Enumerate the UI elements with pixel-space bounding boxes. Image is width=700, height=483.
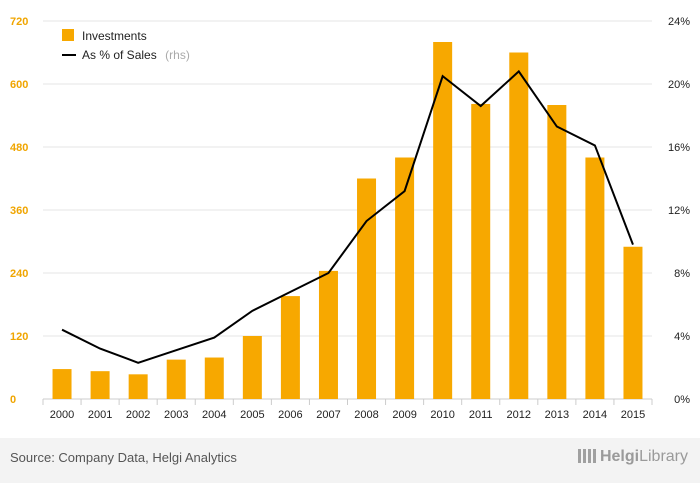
x-tick-label: 2003: [164, 409, 188, 421]
x-tick-label: 2006: [278, 409, 302, 421]
y-axis-right: 0% 4% 8% 12% 16% 20% 24%: [668, 16, 690, 406]
x-tick-label: 2008: [354, 409, 378, 421]
y-left-tick-label: 480: [10, 142, 28, 154]
bar-2013: [547, 105, 567, 399]
legend-label-pct-sales: As % of Sales (rhs): [82, 46, 190, 63]
bar-2004: [204, 357, 224, 399]
y-right-tick-label: 16%: [668, 142, 690, 154]
y-left-tick-label: 120: [10, 331, 28, 343]
y-left-tick-label: 720: [10, 16, 28, 28]
bar-2002: [128, 374, 148, 399]
legend: Investments As % of Sales (rhs): [62, 29, 190, 63]
x-tick-label: 2000: [50, 409, 74, 421]
x-axis: 2000 2001 2002 2003 2004 2005 2006 2007 2008 2009…: [42, 399, 653, 421]
x-tick-label: 2015: [621, 409, 645, 421]
y-right-tick-label: 0%: [674, 394, 690, 406]
bar-2003: [166, 359, 186, 399]
helgi-library-logo[interactable]: HelgiLibrary: [577, 448, 688, 466]
x-tick-label: 2010: [430, 409, 454, 421]
x-tick-label: 2012: [507, 409, 531, 421]
bar-2008: [357, 178, 377, 399]
bar-2006: [280, 296, 300, 399]
logo-main: Helgi: [599, 448, 640, 465]
x-tick-label: 2001: [88, 409, 112, 421]
bar-2000: [52, 369, 72, 399]
line-series-as-pct-of-sales: [61, 69, 634, 364]
bar-2007: [318, 270, 338, 399]
source-note: Source: Company Data, Helgi Analytics: [10, 450, 237, 465]
logo-bars-icon: [577, 449, 596, 463]
footer: Source: Company Data, Helgi Analytics He…: [0, 438, 700, 483]
bar-2012: [509, 52, 529, 399]
bar-2015: [623, 246, 643, 399]
bar-series: [52, 42, 643, 399]
bar-2011: [471, 103, 491, 399]
y-right-tick-label: 4%: [674, 331, 690, 343]
y-axis-left: 0 120 240 360 480 600 720: [10, 16, 28, 406]
y-left-tick-label: 240: [10, 268, 28, 280]
x-tick-label: 2005: [240, 409, 264, 421]
y-right-tick-label: 12%: [668, 205, 690, 217]
x-tick-label: 2007: [316, 409, 340, 421]
grid-lines: [43, 20, 652, 400]
logo-sub: Library: [639, 448, 688, 465]
x-tick-label: 2009: [392, 409, 416, 421]
x-tick-label: 2011: [469, 409, 493, 421]
y-left-tick-label: 600: [10, 79, 28, 91]
bar-2014: [585, 157, 605, 399]
legend-swatch-investments: [62, 29, 74, 41]
x-tick-label: 2013: [545, 409, 569, 421]
y-left-tick-label: 0: [10, 394, 16, 406]
chart: 0 120 240 360 480 600 720 0% 4% 8% 12% 16% 20% 24% 2…: [10, 16, 690, 421]
bar-2001: [90, 371, 110, 399]
x-tick-label: 2004: [202, 409, 226, 421]
y-left-tick-label: 360: [10, 205, 28, 217]
x-tick-label: 2014: [583, 409, 607, 421]
bar-2005: [242, 336, 262, 399]
bar-2009: [395, 157, 415, 399]
legend-label-investments: Investments: [82, 29, 147, 43]
x-tick-label: 2002: [126, 409, 150, 421]
y-right-tick-label: 20%: [668, 79, 690, 91]
y-right-tick-label: 8%: [674, 268, 690, 280]
y-right-tick-label: 24%: [668, 16, 690, 28]
bar-2010: [433, 42, 453, 399]
